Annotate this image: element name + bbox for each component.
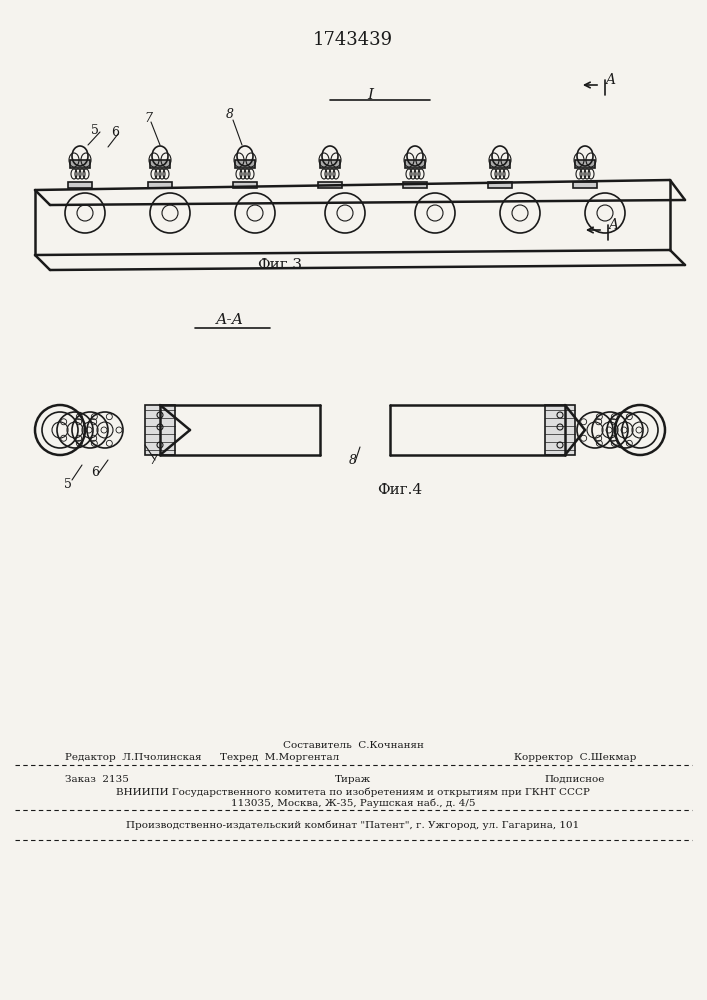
Bar <box>235 160 255 168</box>
Text: 5: 5 <box>91 123 99 136</box>
Text: А-А: А-А <box>216 313 244 327</box>
Text: 7: 7 <box>144 111 152 124</box>
Text: 8: 8 <box>349 454 357 466</box>
Bar <box>145 405 175 455</box>
Text: 7: 7 <box>149 454 157 466</box>
Bar <box>150 160 170 168</box>
Bar <box>70 160 90 168</box>
Bar <box>68 182 92 188</box>
Text: Составитель  С.Кочнанян: Составитель С.Кочнанян <box>283 740 423 750</box>
Text: Корректор  С.Шекмар: Корректор С.Шекмар <box>514 752 636 762</box>
Bar <box>148 182 172 188</box>
Text: Тираж: Тираж <box>335 774 371 784</box>
Text: Техред  М.Моргентал: Техред М.Моргентал <box>221 752 339 762</box>
Text: 6: 6 <box>91 466 99 479</box>
Text: Фиг.3: Фиг.3 <box>257 258 303 272</box>
Text: A: A <box>605 73 615 87</box>
Bar <box>575 160 595 168</box>
Bar <box>545 405 575 455</box>
Bar <box>320 160 340 168</box>
Text: I: I <box>367 88 373 102</box>
Text: Подписное: Подписное <box>545 774 605 784</box>
Text: 8: 8 <box>226 108 234 121</box>
Bar <box>405 160 425 168</box>
Bar <box>403 182 427 188</box>
Text: Заказ  2135: Заказ 2135 <box>65 774 129 784</box>
Bar <box>233 182 257 188</box>
Text: Производственно-издательский комбинат "Патент", г. Ужгород, ул. Гагарина, 101: Производственно-издательский комбинат "П… <box>127 820 580 830</box>
Bar <box>490 160 510 168</box>
Bar <box>573 182 597 188</box>
Bar <box>318 182 342 188</box>
Text: ВНИИПИ Государственного комитета по изобретениям и открытиям при ГКНТ СССР: ВНИИПИ Государственного комитета по изоб… <box>116 787 590 797</box>
Text: 6: 6 <box>111 125 119 138</box>
Bar <box>488 182 512 188</box>
Text: Фиг.4: Фиг.4 <box>378 483 423 497</box>
Text: 5: 5 <box>64 478 72 490</box>
Text: Редактор  Л.Пчолинская: Редактор Л.Пчолинская <box>65 752 201 762</box>
Text: A: A <box>608 218 618 232</box>
Text: 1743439: 1743439 <box>313 31 393 49</box>
Text: 113035, Москва, Ж-35, Раушская наб., д. 4/5: 113035, Москва, Ж-35, Раушская наб., д. … <box>230 798 475 808</box>
